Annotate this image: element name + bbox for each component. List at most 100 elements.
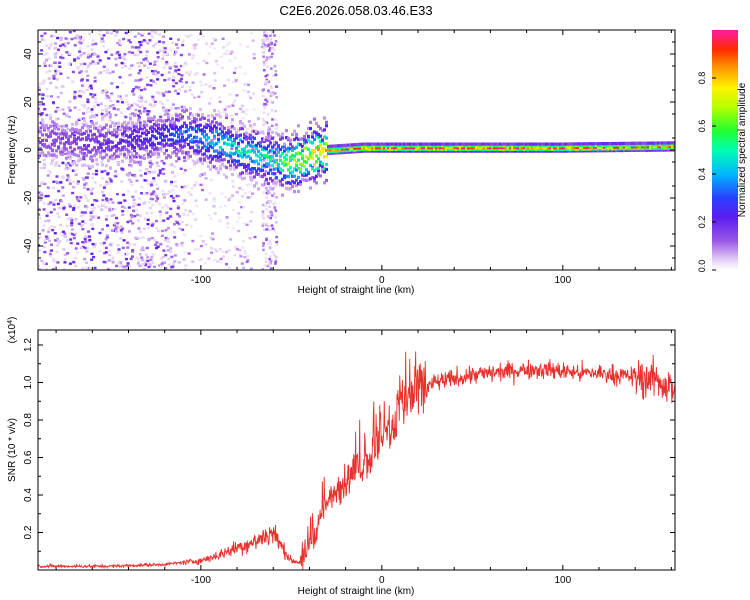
ridge-cell	[651, 146, 654, 151]
ridge-cell	[633, 143, 636, 147]
noise-cell	[172, 230, 176, 234]
ridge-cell	[189, 154, 192, 158]
ridge-cell	[615, 147, 618, 151]
ridge-cell	[427, 142, 430, 146]
ridge-cell	[197, 113, 200, 117]
ridge-cell	[173, 121, 176, 125]
noise-cell	[137, 46, 141, 49]
noise-cell	[126, 241, 130, 245]
noise-cell	[86, 137, 90, 140]
ridge-cell	[69, 128, 72, 132]
noise-cell	[78, 50, 82, 53]
noise-cell	[156, 71, 160, 74]
ridge-cell	[197, 158, 200, 162]
noise-cell	[129, 119, 133, 122]
noise-cell	[56, 261, 60, 264]
ridge-cell	[641, 143, 644, 147]
ridge-cell	[123, 120, 126, 124]
ridge-cell	[551, 147, 554, 151]
noise-cell	[107, 182, 111, 185]
ridge-cell	[277, 179, 280, 183]
ridge-cell	[95, 152, 98, 156]
noise-cell	[101, 89, 105, 93]
noise-cell	[216, 63, 220, 67]
ridge-cell	[303, 134, 306, 139]
noise-cell	[234, 67, 238, 70]
noise-cell	[108, 243, 112, 246]
ridge-cell	[157, 152, 160, 156]
noise-cell	[149, 258, 153, 261]
noise-cell	[63, 232, 67, 235]
noise-cell	[111, 261, 115, 264]
noise-cell	[245, 183, 249, 187]
noise-cell	[163, 113, 167, 116]
ridge-cell	[639, 148, 642, 152]
noise-cell	[263, 31, 266, 34]
ridge-cell	[433, 142, 436, 146]
ridge-cell	[375, 142, 378, 146]
ridge-cell	[583, 144, 586, 148]
noise-cell	[82, 213, 86, 217]
noise-cell	[145, 122, 149, 125]
ridge-cell	[507, 144, 510, 148]
ridge-cell	[525, 144, 528, 148]
noise-cell	[191, 159, 195, 163]
ridge-cell	[627, 147, 630, 151]
ridge-cell	[663, 148, 666, 152]
ridge-cell	[553, 147, 556, 151]
ridge-cell	[473, 149, 476, 153]
ridge-cell	[355, 148, 358, 152]
noise-cell	[147, 201, 151, 204]
noise-cell	[86, 172, 90, 175]
ridge-cell	[77, 129, 80, 133]
noise-cell	[132, 87, 136, 91]
noise-cell	[160, 148, 164, 152]
noise-cell	[146, 113, 150, 116]
ridge-cell	[113, 124, 116, 128]
noise-cell	[68, 205, 72, 208]
ridge-cell	[191, 113, 194, 117]
ridge-cell	[377, 147, 380, 151]
ridge-cell	[437, 149, 440, 153]
noise-cell	[81, 227, 85, 231]
ridge-cell	[95, 149, 98, 153]
noise-cell	[47, 169, 51, 173]
ridge-cell	[483, 149, 486, 153]
ridge-cell	[513, 146, 516, 150]
ridge-cell	[423, 142, 426, 146]
noise-cell	[52, 257, 56, 261]
ridge-cell	[423, 144, 426, 148]
ridge-cell	[617, 143, 620, 147]
ridge-cell	[453, 144, 456, 148]
ridge-cell	[315, 131, 318, 135]
noise-cell	[180, 74, 184, 77]
ridge-cell	[317, 166, 320, 170]
ridge-cell	[647, 145, 650, 149]
noise-cell	[85, 206, 89, 209]
noise-cell	[269, 151, 272, 154]
noise-cell	[133, 53, 137, 57]
noise-cell	[56, 48, 60, 51]
ridge-cell	[185, 124, 188, 128]
ridge-cell	[141, 124, 144, 129]
noise-cell	[244, 113, 248, 116]
ridge-cell	[81, 147, 84, 152]
ridge-cell	[425, 149, 428, 153]
noise-cell	[68, 30, 72, 34]
noise-cell	[174, 69, 178, 72]
noise-cell	[274, 209, 278, 212]
noise-cell	[262, 244, 265, 248]
ridge-cell	[325, 162, 328, 167]
noise-cell	[45, 88, 49, 91]
noise-cell	[268, 57, 271, 61]
noise-cell	[145, 246, 149, 250]
ridge-cell	[559, 144, 562, 148]
noise-cell	[269, 267, 273, 270]
ridge-cell	[469, 144, 472, 148]
ridge-cell	[81, 151, 84, 155]
ridge-cell	[245, 155, 248, 159]
noise-cell	[149, 159, 153, 163]
ridge-cell	[557, 142, 560, 146]
noise-cell	[54, 72, 58, 76]
noise-cell	[96, 62, 100, 65]
